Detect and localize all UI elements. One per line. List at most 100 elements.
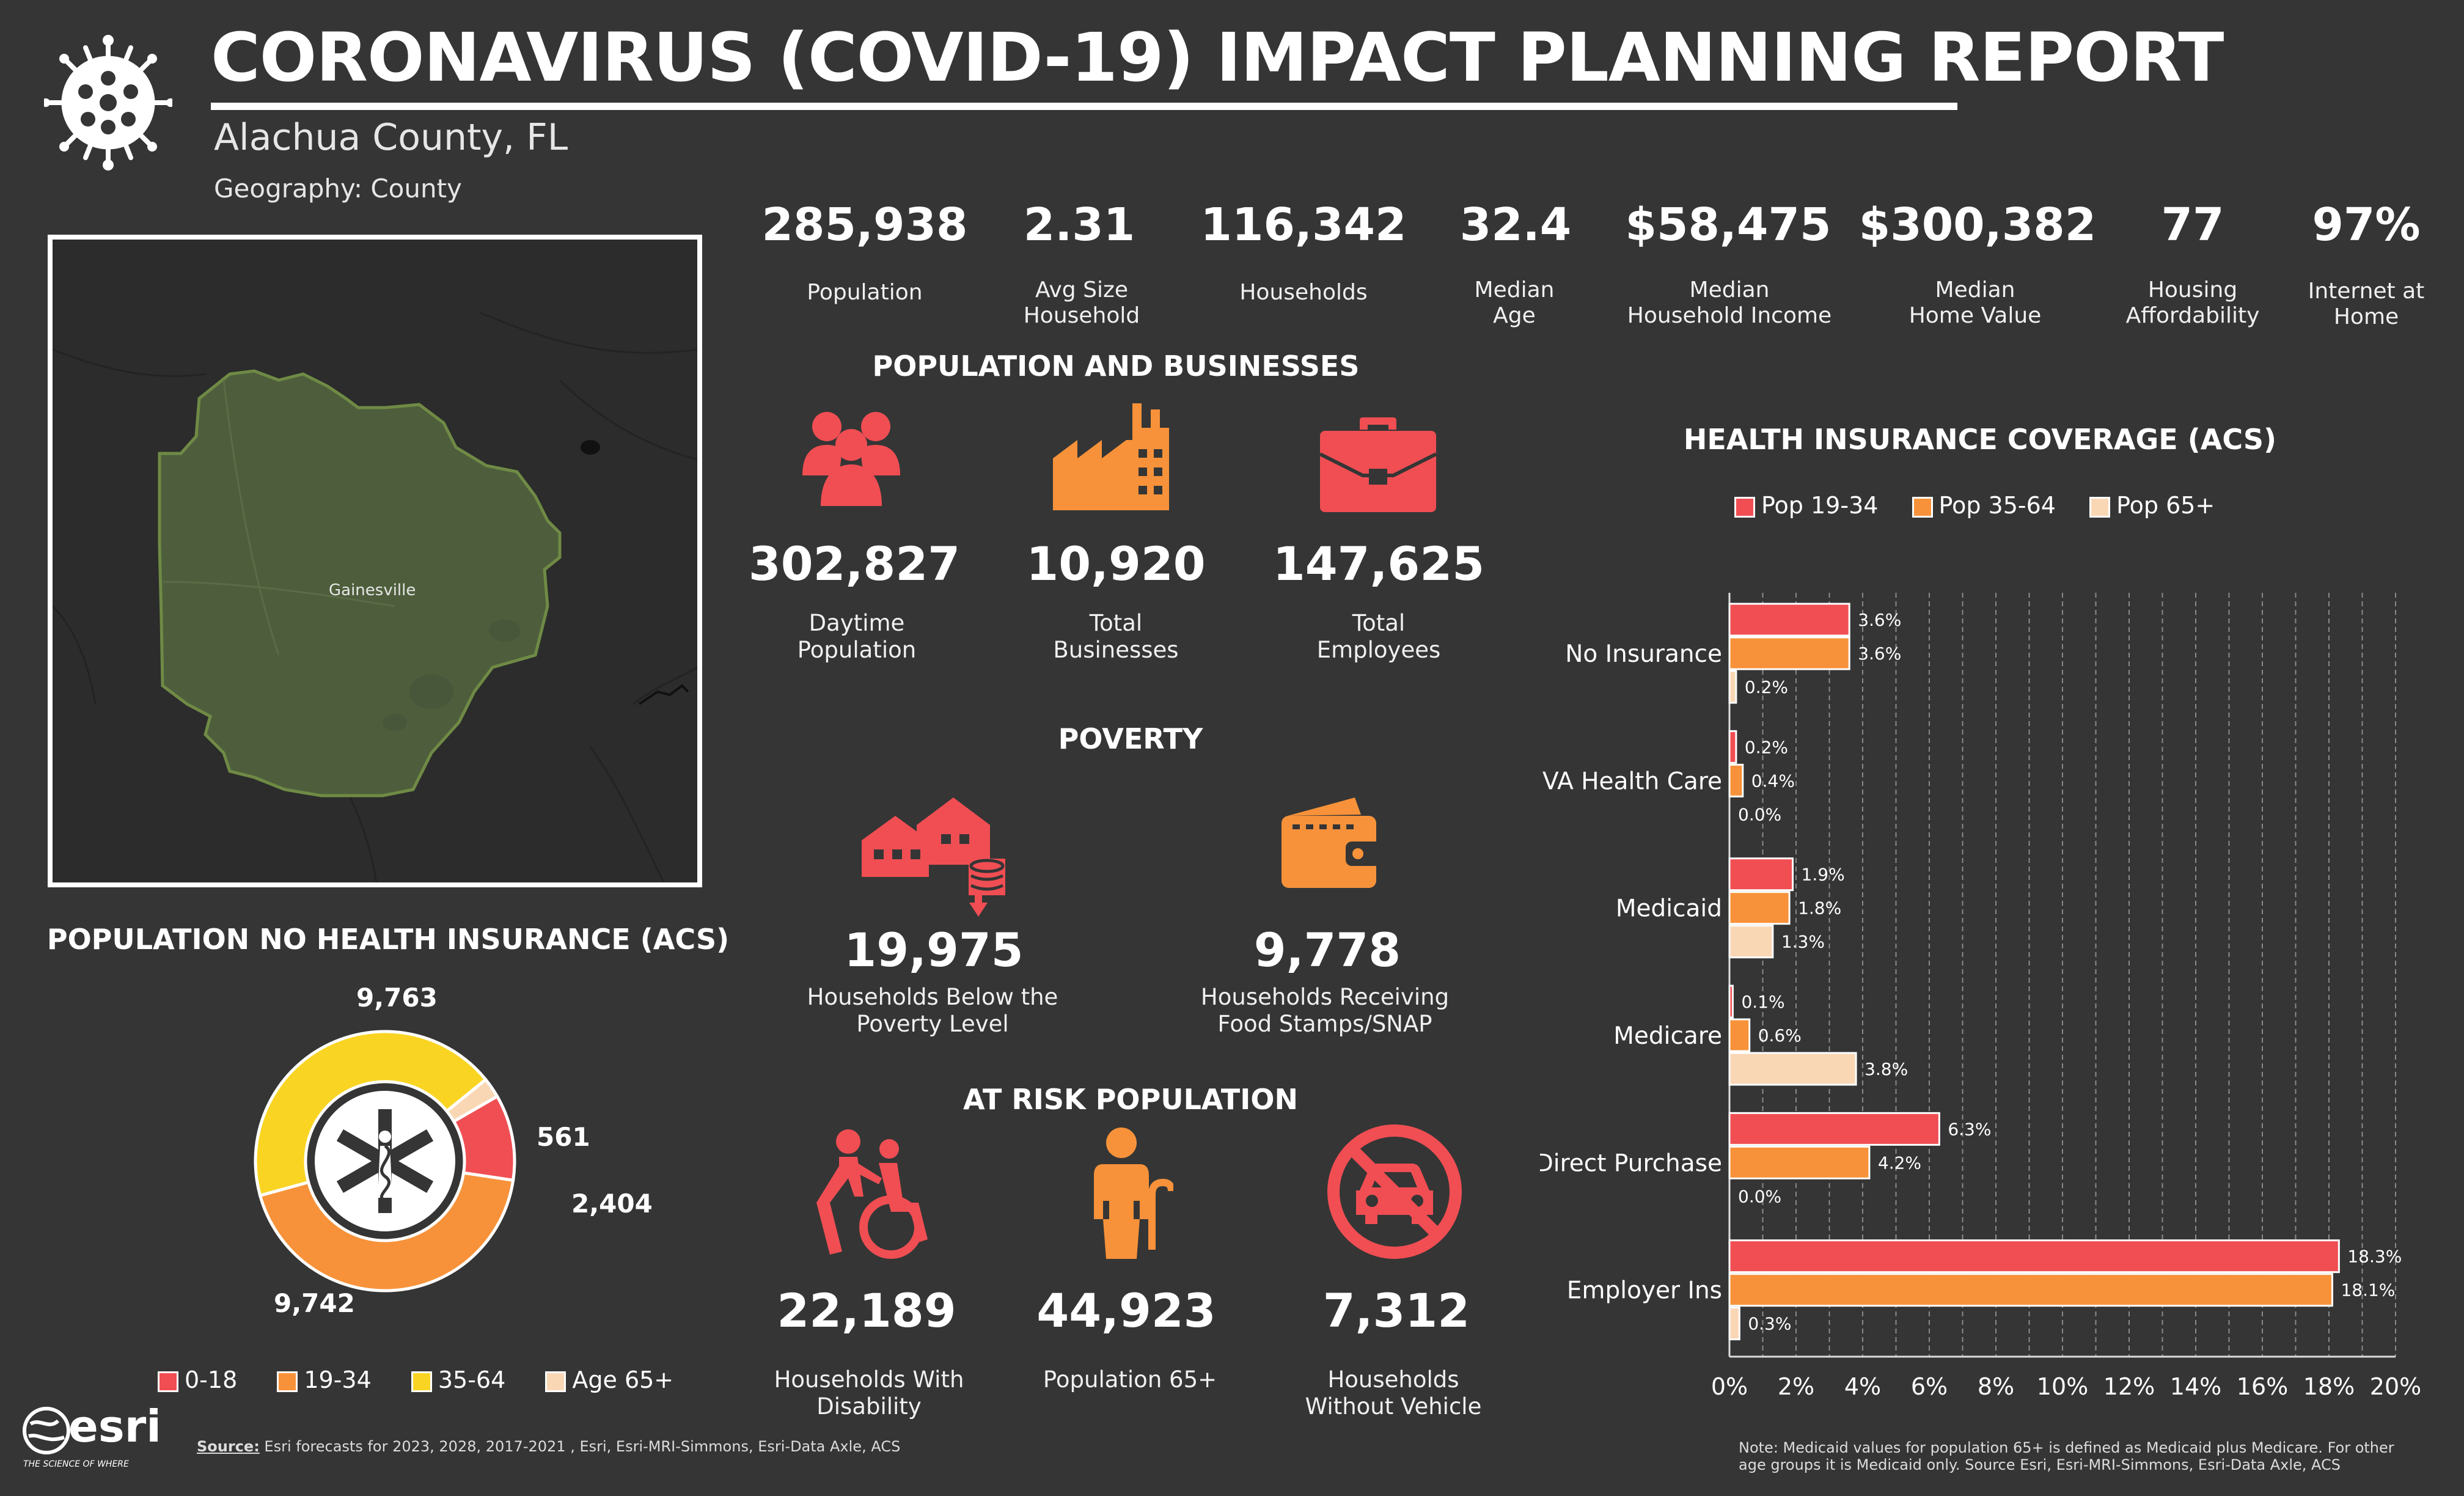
bar-pop-65-[interactable] (1728, 670, 1737, 704)
total-employees-label: Total Employees (1316, 610, 1441, 663)
elderly-icon (1094, 1128, 1173, 1259)
kpi-value: 2.31 (1023, 199, 1135, 251)
bar-legend: Pop 19-34 Pop 35-64 Pop 65+ (1734, 492, 2215, 519)
x-tick-label: 8% (1978, 1373, 2014, 1400)
briefcase-icon (1320, 417, 1436, 512)
wallet-icon (1282, 798, 1382, 888)
donut-legend: 0-18 19-34 35-64 Age 65+ (158, 1366, 673, 1393)
legend-label: 35-64 (438, 1366, 506, 1393)
bar-value-label: 6.3% (1948, 1119, 1991, 1139)
kpi-value: 77 (2161, 199, 2224, 251)
legend-label: Age 65+ (572, 1366, 674, 1393)
households-below-poverty-value: 19,975 (844, 923, 1024, 977)
bar-pop-19-34[interactable] (1728, 985, 1734, 1019)
bar-pop-19-34[interactable] (1728, 1112, 1940, 1146)
legend-item: 0-18 (158, 1366, 237, 1393)
bar-value-label: 4.2% (1878, 1153, 1921, 1173)
legend-item: Pop 19-34 (1734, 492, 1878, 519)
houses-coins-icon (862, 798, 1005, 917)
bar-pop-35-64[interactable] (1728, 763, 1744, 798)
x-tick-label: 10% (2037, 1373, 2088, 1400)
bar-pop-19-34[interactable] (1728, 730, 1737, 764)
factory-icon (1053, 403, 1169, 510)
legend-item: 35-64 (411, 1366, 505, 1393)
bar-value-label: 0.0% (1738, 1186, 1781, 1206)
bar-pop-35-64[interactable] (1728, 1273, 2333, 1307)
bar-value-label: 0.2% (1745, 737, 1788, 757)
bar-value-label: 0.3% (1748, 1314, 1791, 1334)
legend-label: Pop 19-34 (1761, 492, 1879, 519)
population-65-label: Population 65+ (1043, 1366, 1217, 1393)
kpi-value: 32.4 (1459, 199, 1572, 251)
donut-value-label: 561 (537, 1122, 590, 1152)
food-stamps-value: 9,778 (1253, 923, 1401, 977)
bar-pop-35-64[interactable] (1728, 636, 1850, 670)
geography-label: Geography: County (214, 174, 462, 204)
kpi-value: 285,938 (761, 199, 968, 251)
source-label: Source: (197, 1438, 260, 1455)
bar-value-label: 3.6% (1858, 610, 1901, 630)
people-icon (802, 412, 900, 506)
esri-logo: esri (68, 1401, 161, 1452)
bar-pop-35-64[interactable] (1728, 1145, 1871, 1179)
x-tick-label: 18% (2303, 1373, 2355, 1400)
category-label: Medicare (1613, 1022, 1722, 1050)
map-city-label: Gainesville (329, 581, 416, 600)
globe-icon (23, 1407, 70, 1454)
no-car-icon (1327, 1124, 1462, 1259)
donut-value-label: 2,404 (571, 1189, 653, 1219)
bar-pop-19-34[interactable] (1728, 857, 1794, 892)
total-businesses-value: 10,920 (1026, 537, 1206, 591)
section-heading-poverty: POVERTY (1058, 722, 1203, 755)
donut-chart-title: POPULATION NO HEALTH INSURANCE (ACS) (46, 923, 730, 956)
households-no-vehicle-value: 7,312 (1322, 1283, 1470, 1338)
bar-value-label: 0.1% (1741, 992, 1784, 1012)
wheelchair-icon (816, 1129, 928, 1259)
donut-value-label: 9,742 (274, 1288, 355, 1318)
section-heading-population-businesses: POPULATION AND BUSINESSES (872, 350, 1360, 383)
donut-slice-age-65-[interactable] (444, 1077, 500, 1124)
legend-label: Pop 35-64 (1938, 492, 2056, 519)
bar-pop-35-64[interactable] (1728, 1018, 1751, 1052)
bar-value-label: 3.6% (1858, 644, 1901, 664)
county-map[interactable]: Gainesville (48, 235, 702, 887)
legend-label: Pop 65+ (2116, 492, 2215, 519)
daytime-population-label: Daytime Population (797, 610, 917, 663)
legend-label: 0-18 (185, 1366, 238, 1393)
bar-chart-title: HEALTH INSURANCE COVERAGE (ACS) (1683, 423, 2277, 456)
bar-pop-65-[interactable] (1728, 1052, 1857, 1086)
legend-item: Pop 65+ (2089, 492, 2215, 519)
category-label: Direct Purchase (1540, 1150, 1722, 1177)
total-businesses-label: Total Businesses (1053, 610, 1179, 663)
virus-icon (44, 35, 172, 170)
bar-pop-65-[interactable] (1728, 925, 1774, 959)
donut-value-label: 9,763 (356, 983, 438, 1013)
x-tick-label: 16% (2237, 1373, 2288, 1400)
bar-value-label: 0.2% (1745, 677, 1788, 697)
kpi-value: $58,475 (1625, 199, 1832, 251)
esri-tagline: THE SCIENCE OF WHERE (23, 1459, 129, 1469)
category-label: VA Health Care (1542, 768, 1722, 795)
report-title: CORONAVIRUS (COVID-19) IMPACT PLANNING R… (211, 18, 2224, 97)
kpi-label: Avg Size Household (1023, 277, 1140, 328)
total-employees-value: 147,625 (1272, 537, 1485, 591)
donut-slice-19-34[interactable] (258, 1171, 515, 1292)
bar-pop-35-64[interactable] (1728, 891, 1791, 925)
category-label: Medicaid (1616, 895, 1722, 923)
category-label: No Insurance (1565, 640, 1722, 668)
households-disability-label: Households With Disability (774, 1366, 964, 1420)
donut-slice-35-64[interactable] (254, 1030, 488, 1198)
bar-pop-19-34[interactable] (1728, 1239, 2340, 1274)
population-65-value: 44,923 (1036, 1283, 1216, 1338)
legend-swatch (545, 1371, 566, 1392)
bar-value-label: 1.3% (1781, 932, 1825, 952)
households-no-vehicle-label: Households Without Vehicle (1305, 1366, 1482, 1420)
bar-pop-65-[interactable] (1728, 1307, 1740, 1341)
bar-pop-19-34[interactable] (1728, 603, 1850, 637)
bar-value-label: 0.4% (1751, 771, 1795, 791)
kpi-label: Population (807, 280, 923, 305)
x-tick-label: 20% (2370, 1373, 2420, 1400)
kpi-value: $300,382 (1858, 199, 2097, 251)
area-name: Alachua County, FL (214, 116, 568, 159)
bar-value-label: 1.8% (1798, 898, 1841, 919)
